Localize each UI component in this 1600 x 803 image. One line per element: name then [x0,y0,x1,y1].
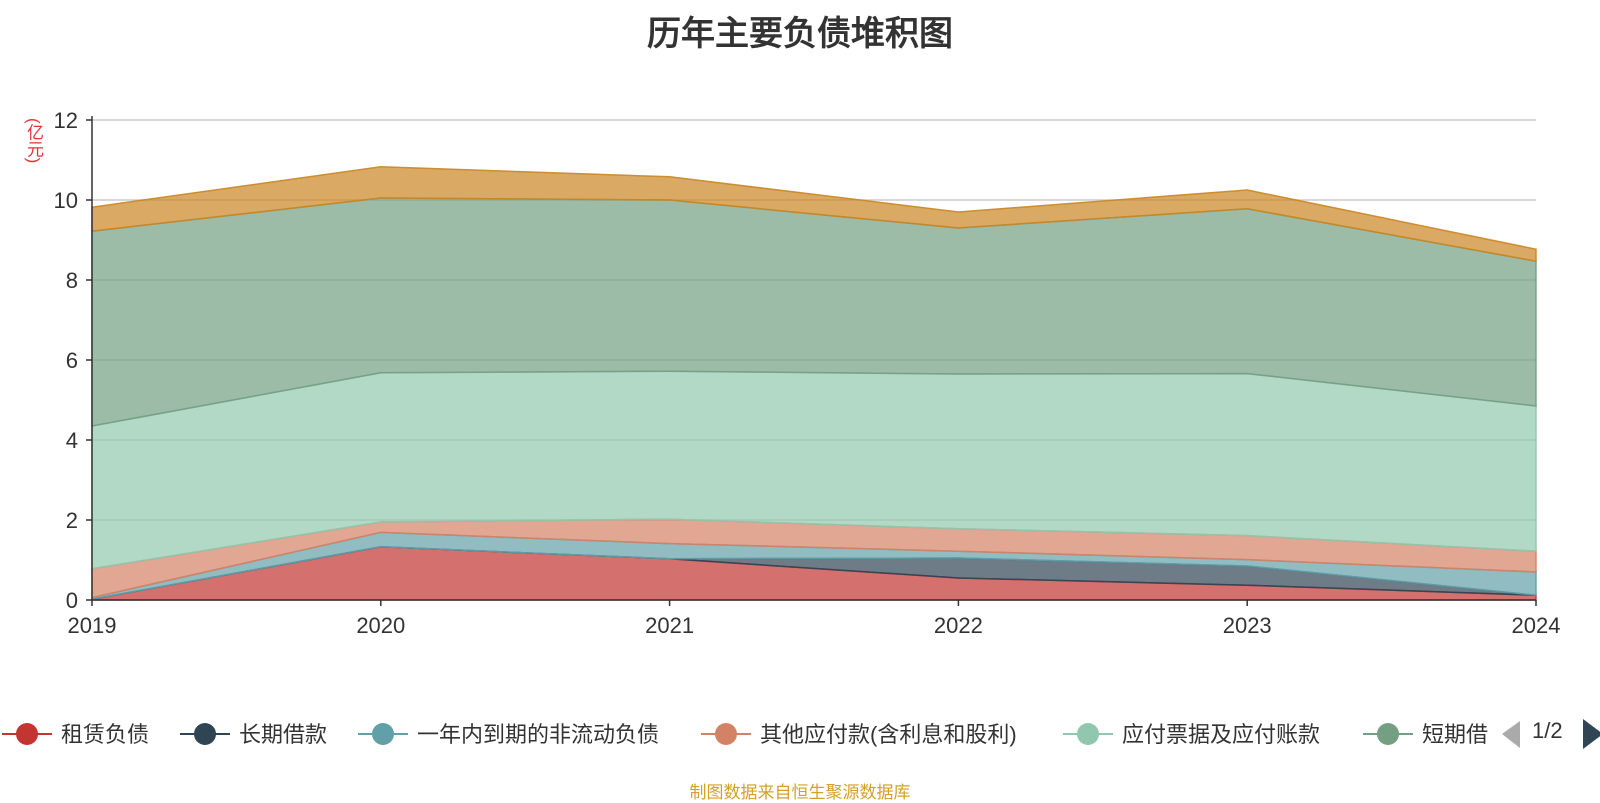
legend-pager[interactable] [1502,719,1600,749]
legend-label: 其他应付款(含利息和股利) [760,722,1017,747]
legend-marker [194,723,216,745]
y-tick-label: 0 [66,588,78,613]
legend-marker [16,723,38,745]
y-tick-label: 8 [66,268,78,293]
y-tick-label: 4 [66,428,78,453]
y-tick-label: 6 [66,348,78,373]
legend-item-1[interactable]: 长期借款 [180,722,327,747]
area-series [91,166,1537,601]
legend-label: 短期借 [1422,722,1488,747]
x-tick-label: 2019 [68,613,117,638]
legend-marker [372,723,394,745]
legend-marker [1077,723,1099,745]
data-source-note: 制图数据来自恒生聚源数据库 [689,783,911,802]
legend-label: 租赁负债 [61,722,149,747]
x-tick-label: 2022 [934,613,983,638]
y-tick-label: 10 [54,188,78,213]
legend-next-arrow-icon[interactable] [1583,719,1600,749]
x-tick-label: 2020 [356,613,405,638]
legend[interactable]: 租赁负债 长期借款 一年内到期的非流动负债 其他应付款(含利息和股利) 应付票据及应付账… [2,722,1488,747]
legend-item-3[interactable]: 其他应付款(含利息和股利) [701,722,1017,747]
x-tick-label: 2024 [1512,613,1561,638]
legend-page-indicator: 1/2 [1532,718,1563,743]
chart-title: 历年主要负债堆积图 [647,15,953,53]
legend-label: 应付票据及应付账款 [1122,722,1320,747]
legend-item-2[interactable]: 一年内到期的非流动负债 [358,722,659,747]
legend-item-0[interactable]: 租赁负债 [2,722,149,747]
x-tick-label: 2021 [645,613,694,638]
y-axis-unit: (亿元) [24,118,43,164]
legend-marker [1377,723,1399,745]
legend-item-4[interactable]: 应付票据及应付账款 [1063,722,1320,747]
axes: 0 2 4 6 8 10 12 2019 2020 2021 2022 2023 2024 [54,108,1561,638]
legend-label: 一年内到期的非流动负债 [417,722,659,747]
legend-item-5[interactable]: 短期借 [1363,722,1488,747]
legend-prev-arrow-icon[interactable] [1502,721,1520,748]
legend-label: 长期借款 [239,722,327,747]
area-series-6[interactable] [91,166,1537,263]
legend-marker [715,723,737,745]
y-tick-label: 2 [66,508,78,533]
x-tick-label: 2023 [1223,613,1272,638]
y-tick-label: 12 [54,108,78,133]
